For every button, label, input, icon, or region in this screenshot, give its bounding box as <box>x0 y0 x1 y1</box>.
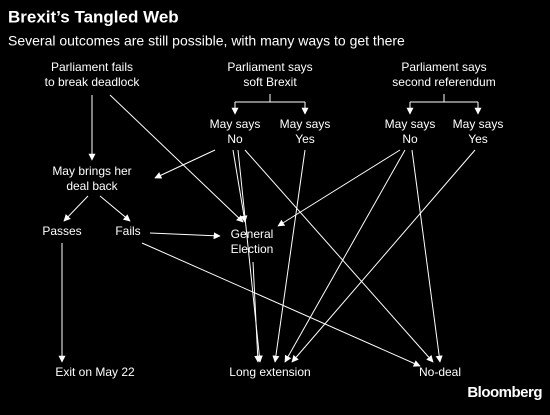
arrow <box>63 195 89 222</box>
bracket <box>410 94 478 103</box>
node-label: Parliament says <box>227 60 312 74</box>
node-label: to break deadlock <box>45 75 141 89</box>
node-label: May says <box>280 117 331 131</box>
node-label: May says <box>385 117 436 131</box>
arrow <box>277 149 401 227</box>
arrow <box>272 149 306 363</box>
node-label: No-deal <box>419 365 461 379</box>
node-label: May says <box>453 117 504 131</box>
arrow <box>99 195 131 222</box>
arrow <box>141 242 421 367</box>
node-label: Yes <box>468 132 488 146</box>
edges <box>58 94 482 367</box>
node-label: soft Brexit <box>243 75 297 89</box>
arrow <box>109 94 244 223</box>
arrow <box>232 149 248 223</box>
arrow <box>149 232 221 240</box>
node-label: May brings her <box>52 164 131 178</box>
node-label: Exit on May 22 <box>55 365 135 379</box>
node-label: Passes <box>42 224 81 238</box>
node-label: Parliament fails <box>51 60 133 74</box>
arrow <box>154 149 216 179</box>
node-label: No <box>227 132 243 146</box>
arrow <box>244 149 434 363</box>
node-label: Election <box>231 242 274 256</box>
node-label: Fails <box>115 224 140 238</box>
node-label: deal back <box>66 179 118 193</box>
arrow <box>284 149 406 363</box>
node-label: Long extension <box>229 365 310 379</box>
node-label: Parliament says <box>401 60 486 74</box>
title: Brexit’s Tangled Web <box>8 7 179 26</box>
arrow <box>291 149 476 363</box>
arrow <box>411 149 443 363</box>
node-label: General <box>231 227 274 241</box>
node-label: Yes <box>295 132 315 146</box>
subtitle: Several outcomes are still possible, wit… <box>8 33 405 49</box>
node-label: No <box>402 132 418 146</box>
bracket <box>235 94 305 103</box>
arrow <box>252 261 262 363</box>
source: Bloomberg <box>467 384 542 401</box>
node-label: May says <box>210 117 261 131</box>
node-label: second referendum <box>392 75 495 89</box>
